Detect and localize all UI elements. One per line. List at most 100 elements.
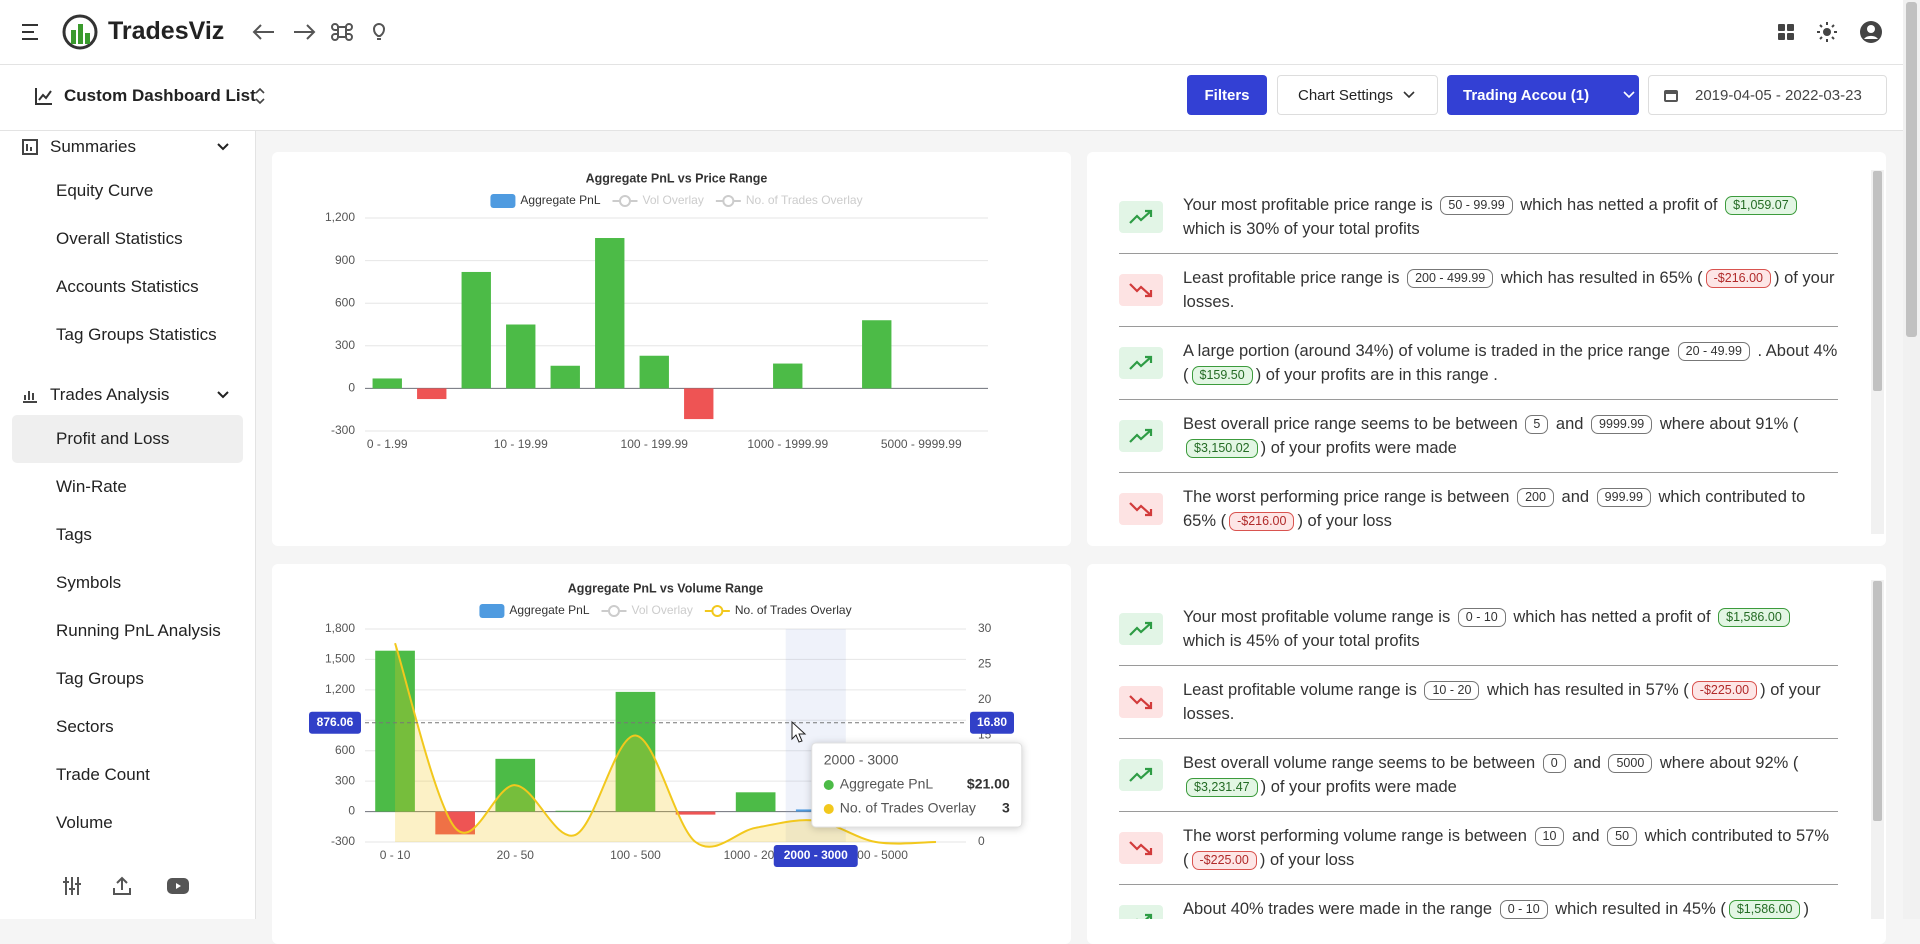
trend-arrow [1129, 283, 1153, 298]
date-range[interactable]: 2019-04-05 - 2022-03-23 [1648, 75, 1887, 115]
x-tick-label: 1000 - 2000 [724, 848, 788, 862]
chart-title: Aggregate PnL vs Volume Range [568, 581, 763, 595]
bar [862, 320, 892, 389]
insight-fragment: Least profitable volume range is [1183, 681, 1417, 699]
sidebar-item[interactable]: Tag Groups [56, 669, 144, 688]
legend-item[interactable]: Aggregate PnL [479, 603, 590, 618]
y-tick-label: 1,200 [325, 682, 355, 696]
insight-fragment: and [1572, 827, 1600, 845]
chevron [217, 391, 229, 399]
calendar-icon [1664, 90, 1678, 102]
insight-card [1087, 564, 1886, 944]
top-right-icons [1778, 21, 1882, 43]
sidebar-item[interactable]: Symbols [56, 573, 122, 592]
brand[interactable]: TradesViz [108, 17, 225, 45]
legend-item[interactable]: No. of Trades Overlay [704, 603, 852, 617]
insight-badge: 200 - 499.99 [1407, 269, 1494, 288]
page-scrollbar-thumb[interactable] [1906, 2, 1917, 337]
scrollbar-thumb[interactable] [1873, 171, 1882, 391]
trend-arrow [1129, 841, 1153, 856]
arrow-shape [1136, 913, 1153, 919]
legend-item[interactable]: No. of Trades Overlay [715, 193, 863, 207]
menu-icon[interactable] [20, 22, 42, 42]
legend-item[interactable]: Vol Overlay [612, 193, 704, 207]
icon-shape [23, 391, 37, 403]
bar [675, 811, 716, 815]
insight-badge: 10 [1534, 827, 1565, 846]
bar [684, 388, 714, 420]
y2-tick-label: 30 [978, 621, 992, 635]
legend-item[interactable]: Aggregate PnL [490, 193, 601, 208]
sidebar-item[interactable]: Tags [56, 525, 92, 544]
x-tick-label: 100 - 199.99 [621, 437, 689, 451]
insight-badge: $1,059.07 [1725, 196, 1797, 215]
top-bar: TradesViz [0, 0, 1903, 65]
sidebar-item[interactable]: Equity Curve [56, 181, 154, 200]
sidebar-section[interactable]: Trades Analysis [0, 375, 255, 415]
logo[interactable] [62, 14, 98, 50]
insight-card [1087, 152, 1886, 546]
insight-text: A large portion (around 34%) of volume i… [1183, 339, 1838, 387]
y-tick-label: 900 [335, 253, 355, 267]
tooltip: 2000 - 3000 Aggregate PnL $21.00 No. of Tra… [811, 742, 1023, 828]
trend-arrow [1129, 767, 1153, 782]
insight-fragment: ) [1803, 900, 1809, 918]
page-scrollbar [1903, 0, 1920, 919]
bar [372, 378, 402, 389]
insight-text: Your most profitable volume range is 0 -… [1183, 605, 1838, 653]
insight-fragment: which resulted in 45% ( [1555, 900, 1726, 918]
pointer-y2-label: 16.80 [977, 715, 1007, 729]
arrow-shape [1129, 283, 1153, 298]
chart-settings-button[interactable]: Chart Settings [1277, 75, 1438, 115]
legend-label: Aggregate PnL [509, 603, 589, 617]
account-button[interactable]: Trading Accou (1) [1447, 75, 1639, 115]
arrow-shape [1129, 428, 1153, 443]
legend-swatch [490, 194, 516, 208]
insight-text: Best overall price range seems to be bet… [1183, 412, 1838, 460]
button-label: Chart Settings [1298, 86, 1394, 104]
dashboard-icon [35, 88, 52, 105]
chart-title: Aggregate PnL vs Price Range [586, 171, 768, 185]
insight-fragment: where about 91% ( [1659, 415, 1799, 433]
arrow-shape [1129, 621, 1153, 636]
sidebar-item[interactable]: Sectors [56, 717, 114, 736]
insight-fragment: and [1555, 415, 1584, 433]
tooltip-box [811, 742, 1023, 828]
pointer-y2-label-bg [970, 711, 1014, 734]
sidebar-item[interactable]: Tag Groups Statistics [56, 325, 217, 344]
scrollbar-thumb[interactable] [1873, 581, 1882, 821]
legend-item[interactable]: Vol Overlay [601, 603, 693, 617]
sidebar-section[interactable]: Summaries [0, 131, 255, 167]
pointer-x-label: 2000 - 3000 [784, 848, 848, 862]
y-tick-label: 600 [335, 743, 355, 757]
insight-text: Least profitable price range is 200 - 49… [1183, 266, 1838, 314]
sidebar-item[interactable]: Win-Rate [56, 477, 127, 496]
insight-row: About 40% trades were made in the range … [1119, 885, 1838, 919]
icon-shape [22, 139, 38, 155]
insight-fragment: . About 4% ( [1183, 342, 1838, 384]
chevron [1623, 91, 1635, 99]
y-tick-label: -300 [331, 834, 355, 848]
sidebar-item[interactable]: Volume [56, 813, 113, 832]
insight-row: Least profitable price range is 200 - 49… [1119, 254, 1838, 327]
insight-fragment: A large portion (around 34%) of volume i… [1183, 342, 1671, 360]
dashboard-title[interactable]: Custom Dashboard List [64, 86, 256, 105]
trend-arrow [1129, 209, 1153, 224]
sidebar-item[interactable]: Profit and Loss [12, 415, 243, 463]
insight-text: The worst performing volume range is bet… [1183, 824, 1838, 872]
sidebar-item[interactable]: Accounts Statistics [56, 277, 199, 296]
sidebar-item[interactable]: Trade Count [56, 765, 150, 784]
insight-fragment: ) of your losses. [1183, 681, 1821, 723]
insight-badge: 0 [1542, 754, 1566, 773]
trend-icon [1119, 347, 1163, 379]
legend-swatch [711, 605, 724, 617]
insight-badge: -$216.00 [1705, 269, 1771, 288]
insight-badge: -$216.00 [1229, 512, 1295, 531]
dashboard-select-icon[interactable] [254, 87, 266, 105]
insight-row: Best overall volume range seems to be be… [1119, 739, 1838, 812]
y-tick-label: 1,800 [325, 621, 355, 635]
pointer-y-label: 876.06 [317, 715, 354, 729]
sidebar-item[interactable]: Running PnL Analysis [56, 621, 221, 640]
sidebar-item[interactable]: Overall Statistics [56, 229, 183, 248]
filters-button[interactable]: Filters [1187, 75, 1267, 115]
